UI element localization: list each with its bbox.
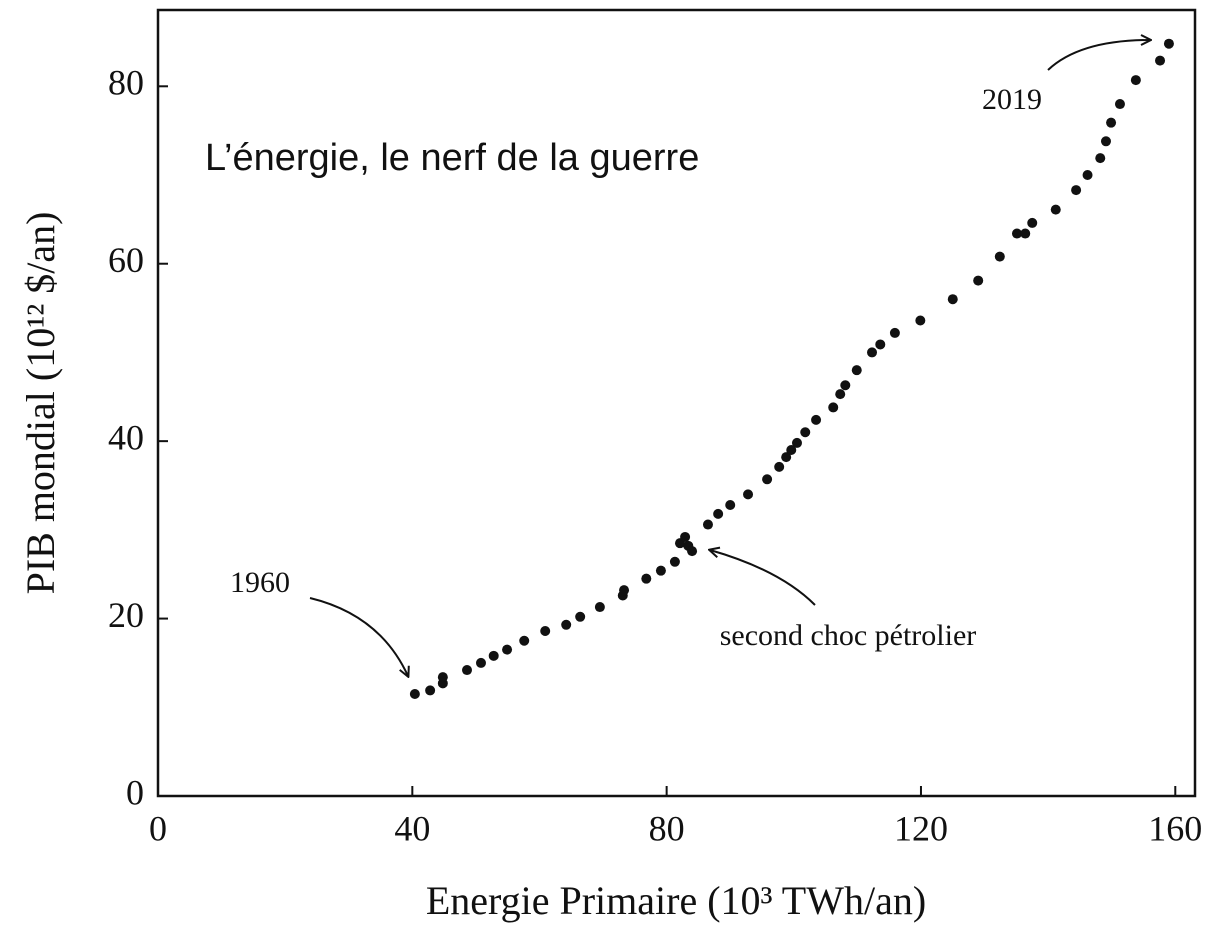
point <box>840 380 851 391</box>
point <box>540 625 551 636</box>
point <box>462 665 473 676</box>
point <box>561 619 572 630</box>
point <box>851 365 862 376</box>
arrow <box>1047 40 1150 71</box>
point <box>1027 217 1038 228</box>
point <box>1071 185 1082 196</box>
x-axis-label: Energie Primaire (10³ TWh/an) <box>426 878 926 923</box>
plot-frame <box>156 8 1197 798</box>
x-tick-label: 120 <box>894 808 948 848</box>
point <box>1155 55 1166 66</box>
point <box>655 565 666 576</box>
point <box>1100 136 1111 147</box>
point <box>786 445 797 456</box>
point <box>619 585 630 596</box>
annotation: second choc pétrolier <box>720 619 977 652</box>
point <box>680 531 691 542</box>
point <box>1082 170 1093 181</box>
point <box>519 635 530 646</box>
y-tick-label: 40 <box>108 417 144 457</box>
point <box>973 275 984 286</box>
point <box>409 688 420 699</box>
point <box>915 315 926 326</box>
point <box>1163 38 1174 49</box>
y-tick-label: 0 <box>126 772 144 812</box>
point <box>1050 204 1061 215</box>
y-tick-label: 20 <box>108 595 144 635</box>
point <box>1011 228 1022 239</box>
point <box>889 327 900 338</box>
point <box>791 437 802 448</box>
point <box>875 339 886 350</box>
point <box>594 602 605 613</box>
x-tick-label: 0 <box>149 808 167 848</box>
point <box>947 294 958 305</box>
point <box>425 685 436 696</box>
point <box>488 650 499 661</box>
annotation: 1960 <box>230 566 290 599</box>
arrow <box>309 597 408 676</box>
point <box>1130 75 1141 86</box>
y-tick-label: 80 <box>108 63 144 103</box>
point <box>475 657 486 668</box>
point <box>713 508 724 519</box>
point <box>811 414 822 425</box>
point <box>1095 153 1106 164</box>
point <box>781 452 792 463</box>
x-tick-label: 160 <box>1148 808 1202 848</box>
x-tick-label: 80 <box>649 808 685 848</box>
point <box>502 644 513 655</box>
arrow <box>710 550 816 606</box>
point <box>800 427 811 438</box>
point <box>743 489 754 500</box>
point <box>1020 228 1031 239</box>
point <box>641 573 652 584</box>
point <box>774 461 785 472</box>
chart-title: L’énergie, le nerf de la guerre <box>205 137 699 179</box>
point <box>1114 99 1125 110</box>
y-tick-label: 60 <box>108 240 144 280</box>
point <box>835 389 846 400</box>
point <box>1106 117 1117 128</box>
point <box>762 474 773 485</box>
point <box>702 519 713 530</box>
point <box>828 402 839 413</box>
point <box>437 672 448 683</box>
point <box>687 546 698 557</box>
y-axis-label: PIB mondial (10¹² $/an) <box>18 212 63 595</box>
point <box>575 611 586 622</box>
annotation: 2019 <box>982 83 1042 116</box>
point <box>725 500 736 511</box>
point <box>994 251 1005 262</box>
x-tick-label: 40 <box>394 808 430 848</box>
point <box>669 556 680 567</box>
point <box>867 347 878 358</box>
